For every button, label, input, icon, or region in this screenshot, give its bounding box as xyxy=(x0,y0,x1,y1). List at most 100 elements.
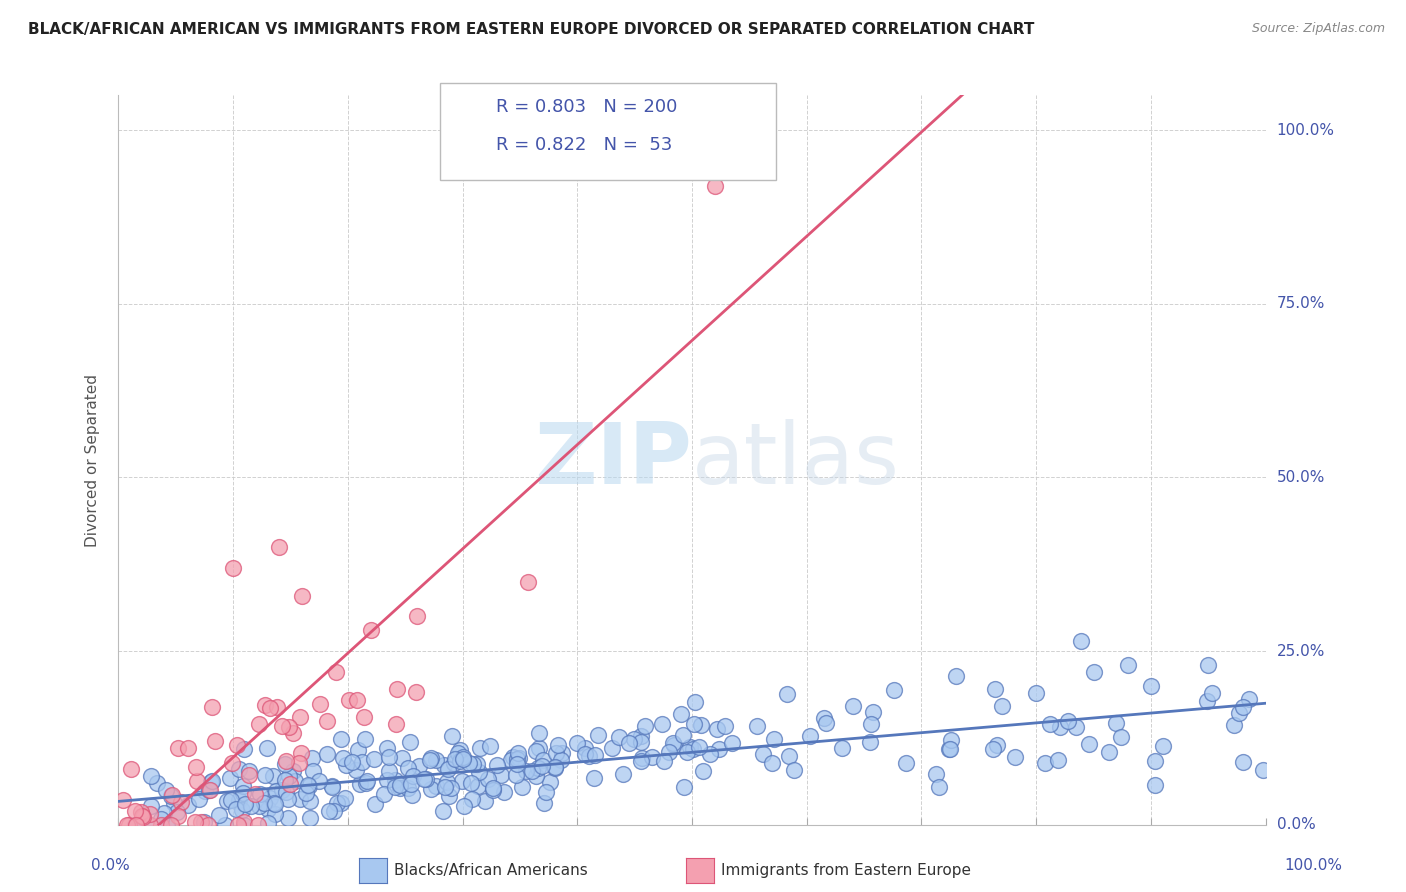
Point xyxy=(1109,731,1132,745)
Point xyxy=(363,752,385,766)
Point xyxy=(287,756,309,770)
Point xyxy=(502,749,524,764)
Point xyxy=(247,818,270,832)
Point xyxy=(405,609,427,624)
Point xyxy=(337,693,360,707)
Point xyxy=(443,756,465,771)
Point xyxy=(692,764,714,778)
Text: Immigrants from Eastern Europe: Immigrants from Eastern Europe xyxy=(721,863,972,878)
Point xyxy=(652,755,675,769)
Point xyxy=(450,773,472,788)
Point xyxy=(240,799,263,814)
Point xyxy=(623,731,645,746)
Point xyxy=(671,727,693,741)
Point xyxy=(1046,753,1069,767)
Point xyxy=(384,780,406,794)
Point xyxy=(531,753,554,767)
Point xyxy=(671,706,693,721)
Point xyxy=(278,777,301,791)
Point xyxy=(1049,720,1071,734)
Point xyxy=(401,788,423,802)
Point xyxy=(156,818,179,832)
Point xyxy=(167,809,190,823)
Point xyxy=(842,698,865,713)
Point xyxy=(451,752,474,766)
Point xyxy=(243,787,266,801)
Point xyxy=(197,818,219,832)
Point xyxy=(297,779,319,793)
Point xyxy=(405,685,427,699)
Point xyxy=(547,738,569,752)
Point xyxy=(323,804,346,818)
Point xyxy=(193,814,215,829)
Point xyxy=(299,811,322,825)
Point xyxy=(333,791,356,805)
Text: Source: ZipAtlas.com: Source: ZipAtlas.com xyxy=(1251,22,1385,36)
Point xyxy=(1033,756,1056,771)
Point xyxy=(546,747,568,761)
Point xyxy=(218,771,240,785)
Point xyxy=(388,778,411,792)
Point xyxy=(468,741,491,756)
Point xyxy=(432,804,454,818)
Point xyxy=(396,761,419,775)
Point xyxy=(583,772,606,786)
Text: atlas: atlas xyxy=(692,418,900,501)
Point xyxy=(184,760,207,774)
Point xyxy=(342,755,364,769)
Point xyxy=(375,772,398,787)
Point xyxy=(353,709,375,723)
Point xyxy=(672,780,695,794)
Point xyxy=(138,818,160,832)
Point xyxy=(550,746,572,760)
Point xyxy=(254,768,277,782)
Point xyxy=(335,758,357,772)
Point xyxy=(676,745,699,759)
Point xyxy=(277,811,299,825)
Point xyxy=(1239,691,1261,706)
Point xyxy=(688,740,710,755)
Point xyxy=(124,805,146,819)
Point xyxy=(831,741,853,756)
Point xyxy=(1232,755,1254,769)
Point xyxy=(515,764,537,778)
Point xyxy=(419,751,441,765)
Point xyxy=(799,729,821,743)
Point xyxy=(297,778,319,792)
Point xyxy=(583,747,606,762)
Point xyxy=(198,782,221,797)
Point xyxy=(699,747,721,761)
Point xyxy=(295,786,318,800)
Point xyxy=(524,744,547,758)
Point xyxy=(602,740,624,755)
Point xyxy=(436,763,458,777)
Point xyxy=(391,751,413,765)
Point xyxy=(257,816,280,830)
Point xyxy=(131,805,153,819)
Point xyxy=(1223,718,1246,732)
Point xyxy=(274,785,297,799)
Point xyxy=(233,818,256,832)
Point xyxy=(238,764,260,779)
Point xyxy=(425,779,447,793)
Point xyxy=(527,741,550,756)
Point xyxy=(186,773,208,788)
Point xyxy=(529,726,551,740)
Point xyxy=(1064,720,1087,734)
Point xyxy=(1105,716,1128,731)
Point xyxy=(706,722,728,736)
Point xyxy=(290,747,312,761)
Point xyxy=(945,669,967,683)
Point xyxy=(415,772,437,787)
Point xyxy=(350,756,373,770)
Point xyxy=(436,775,458,789)
Point xyxy=(124,818,146,832)
Point xyxy=(228,762,250,776)
Point xyxy=(630,735,652,749)
Point xyxy=(630,730,652,744)
Point xyxy=(617,736,640,750)
Point xyxy=(522,764,544,778)
Point xyxy=(232,785,254,799)
Point xyxy=(1025,686,1047,700)
Point xyxy=(177,741,200,756)
